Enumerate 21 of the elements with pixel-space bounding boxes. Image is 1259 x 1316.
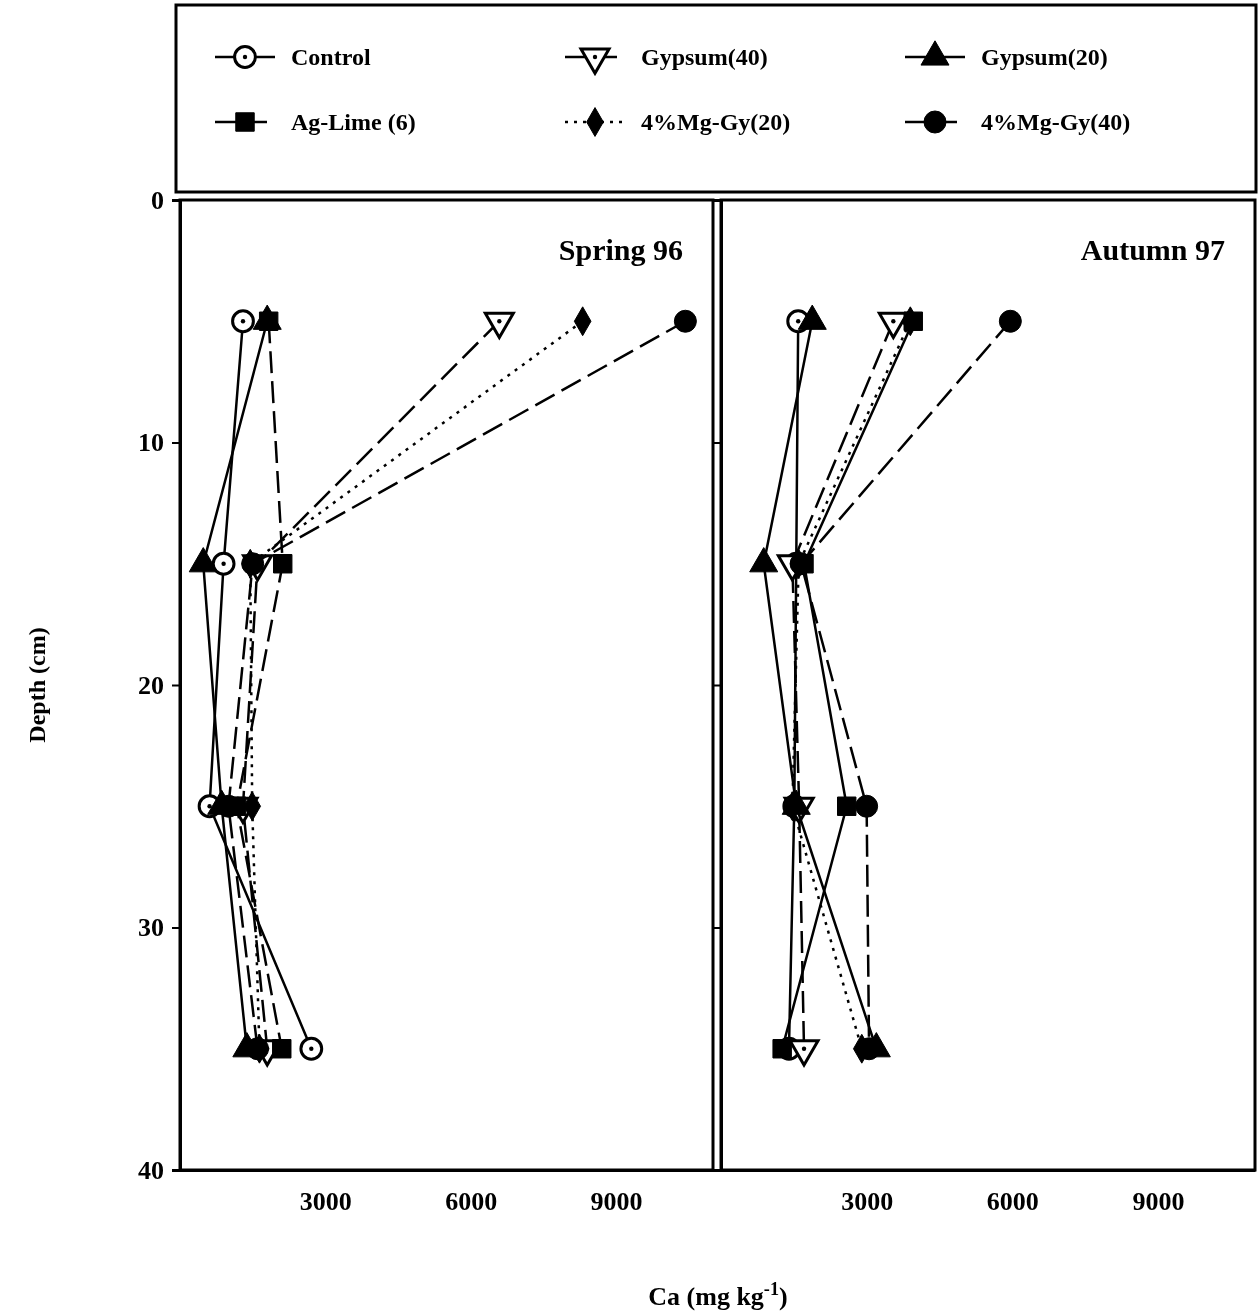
legend-label: Gypsum(20) (981, 44, 1108, 70)
y-tick-label: 10 (138, 428, 164, 458)
legend-label: Gypsum(40) (641, 44, 768, 70)
y-tick-label: 20 (138, 670, 164, 700)
x-tick-label: 9000 (590, 1187, 643, 1217)
x-tick-label: 6000 (445, 1187, 498, 1217)
text: Spring 96 (558, 233, 683, 266)
y-tick-label: 0 (151, 185, 164, 215)
legend-label: Ag-Lime (6) (291, 109, 416, 135)
x-axis-title: Ca (mg kg$^{-1}$) (648, 1279, 788, 1311)
legend-label: 4%Mg-Gy(40) (981, 109, 1131, 135)
x-tick-label: 3000 (299, 1187, 352, 1217)
x-tick-label: 3000 (841, 1187, 894, 1217)
x-tick-label: 9000 (1132, 1187, 1185, 1217)
legend-label: 4%Mg-Gy(20) (641, 109, 791, 135)
text: Autumn 97 (1080, 233, 1225, 266)
x-tick-label: 6000 (986, 1187, 1039, 1217)
y-tick-label: 30 (138, 913, 164, 943)
y-tick-label: 40 (138, 1155, 164, 1185)
legend-label: Control (291, 44, 371, 70)
y-axis-title: Depth (cm) (24, 627, 50, 743)
